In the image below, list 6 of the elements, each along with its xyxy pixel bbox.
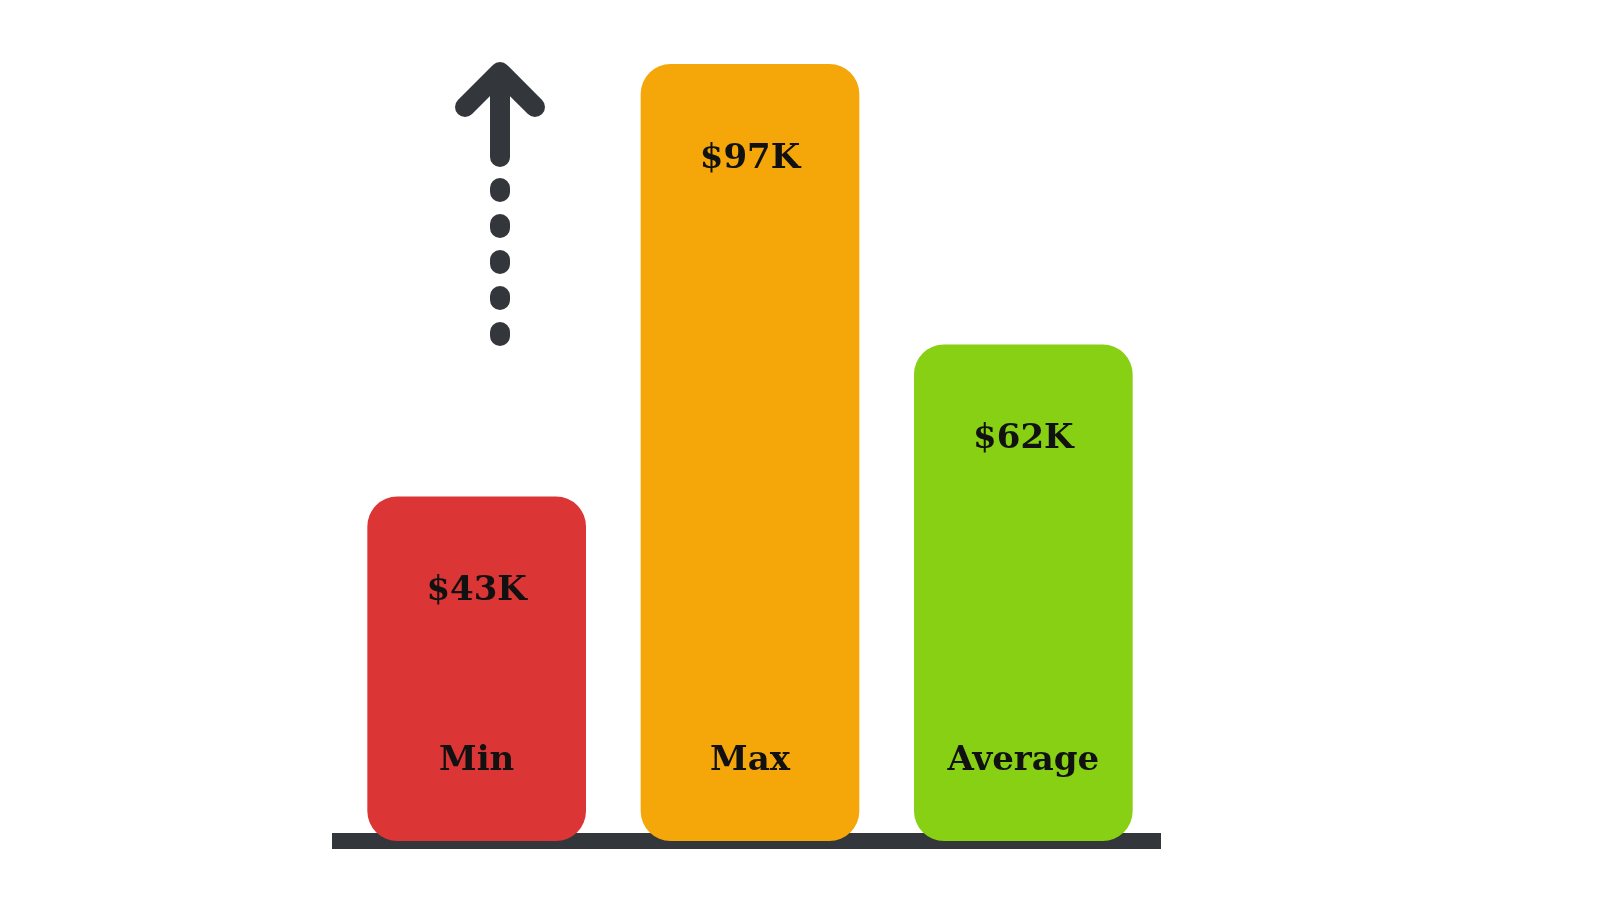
x-tick-label: Average (946, 737, 1100, 778)
x-tick-label: Max (710, 737, 791, 778)
data-label: $62K (973, 416, 1076, 457)
data-label: $97K (699, 135, 802, 176)
data-label: $43K (426, 568, 529, 609)
x-tick-label: Min (439, 737, 515, 778)
